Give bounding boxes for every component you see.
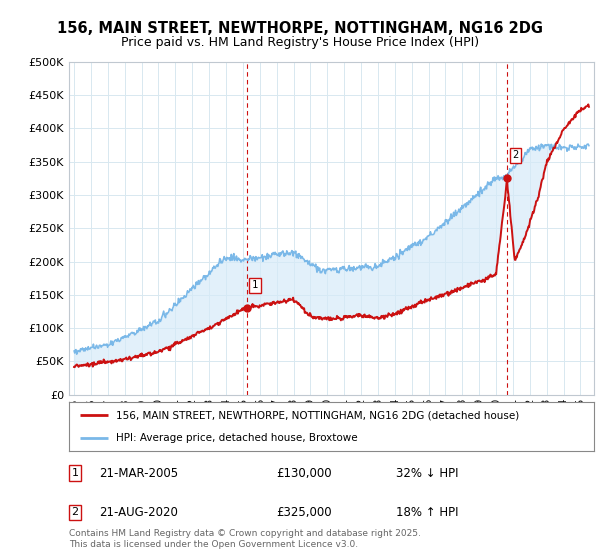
Text: 1: 1 — [252, 280, 258, 290]
Text: HPI: Average price, detached house, Broxtowe: HPI: Average price, detached house, Brox… — [116, 433, 358, 444]
Text: 21-AUG-2020: 21-AUG-2020 — [99, 506, 178, 519]
Text: 21-MAR-2005: 21-MAR-2005 — [99, 466, 178, 480]
Text: £325,000: £325,000 — [276, 506, 332, 519]
Text: 2: 2 — [512, 150, 518, 160]
Text: £130,000: £130,000 — [276, 466, 332, 480]
Text: 32% ↓ HPI: 32% ↓ HPI — [396, 466, 458, 480]
Text: Price paid vs. HM Land Registry's House Price Index (HPI): Price paid vs. HM Land Registry's House … — [121, 36, 479, 49]
Text: 156, MAIN STREET, NEWTHORPE, NOTTINGHAM, NG16 2DG (detached house): 156, MAIN STREET, NEWTHORPE, NOTTINGHAM,… — [116, 410, 520, 421]
Text: 2: 2 — [71, 507, 79, 517]
Text: 156, MAIN STREET, NEWTHORPE, NOTTINGHAM, NG16 2DG: 156, MAIN STREET, NEWTHORPE, NOTTINGHAM,… — [57, 21, 543, 36]
Text: 18% ↑ HPI: 18% ↑ HPI — [396, 506, 458, 519]
Text: 1: 1 — [71, 468, 79, 478]
Text: Contains HM Land Registry data © Crown copyright and database right 2025.
This d: Contains HM Land Registry data © Crown c… — [69, 529, 421, 549]
